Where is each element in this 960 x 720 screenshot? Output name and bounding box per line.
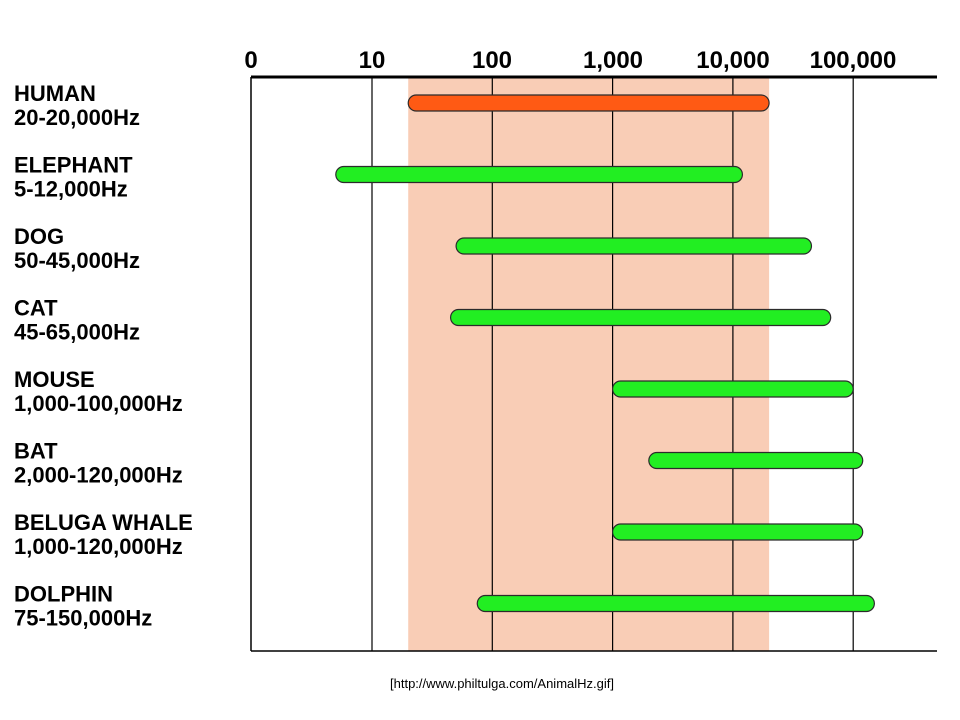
animal-name-label: DOG — [14, 224, 64, 249]
x-tick-label: 1,000 — [583, 47, 643, 74]
animal-name-label: HUMAN — [14, 81, 96, 106]
x-tick-label: 100,000 — [810, 47, 897, 74]
animal-name-label: MOUSE — [14, 367, 95, 392]
source-caption: [http://www.philtulga.com/AnimalHz.gif] — [390, 676, 614, 691]
animal-name-label: CAT — [14, 296, 58, 321]
hearing-range-label: 1,000-100,000Hz — [14, 391, 183, 416]
animal-name-label: ELEPHANT — [14, 153, 133, 178]
hearing-range-label: 1,000-120,000Hz — [14, 534, 183, 559]
range-bar-bat — [648, 451, 864, 470]
range-bar-human — [407, 94, 770, 112]
hearing-range-label: 5-12,000Hz — [14, 177, 128, 202]
animal-name-label: DOLPHIN — [14, 582, 113, 607]
range-bar-cat — [449, 308, 832, 327]
hearing-range-label: 2,000-120,000Hz — [14, 463, 183, 488]
range-bar-beluga-whale — [611, 523, 864, 541]
human-hearing-band — [408, 77, 770, 651]
range-bar-elephant — [335, 165, 744, 184]
x-tick-label: 10 — [359, 47, 386, 74]
range-bar-mouse — [611, 380, 854, 398]
range-bar-dog — [455, 237, 813, 255]
animal-name-label: BAT — [14, 439, 58, 464]
hearing-range-label: 45-65,000Hz — [14, 320, 140, 345]
animal-name-label: BELUGA WHALE — [14, 510, 193, 535]
range-bar-dolphin — [476, 594, 875, 613]
x-tick-label: 10,000 — [696, 47, 769, 74]
x-tick-label: 100 — [472, 47, 512, 74]
hearing-range-label: 50-45,000Hz — [14, 248, 140, 273]
hearing-range-label: 75-150,000Hz — [14, 606, 152, 631]
x-tick-label: 0 — [244, 47, 257, 74]
hearing-range-label: 20-20,000Hz — [14, 105, 140, 130]
